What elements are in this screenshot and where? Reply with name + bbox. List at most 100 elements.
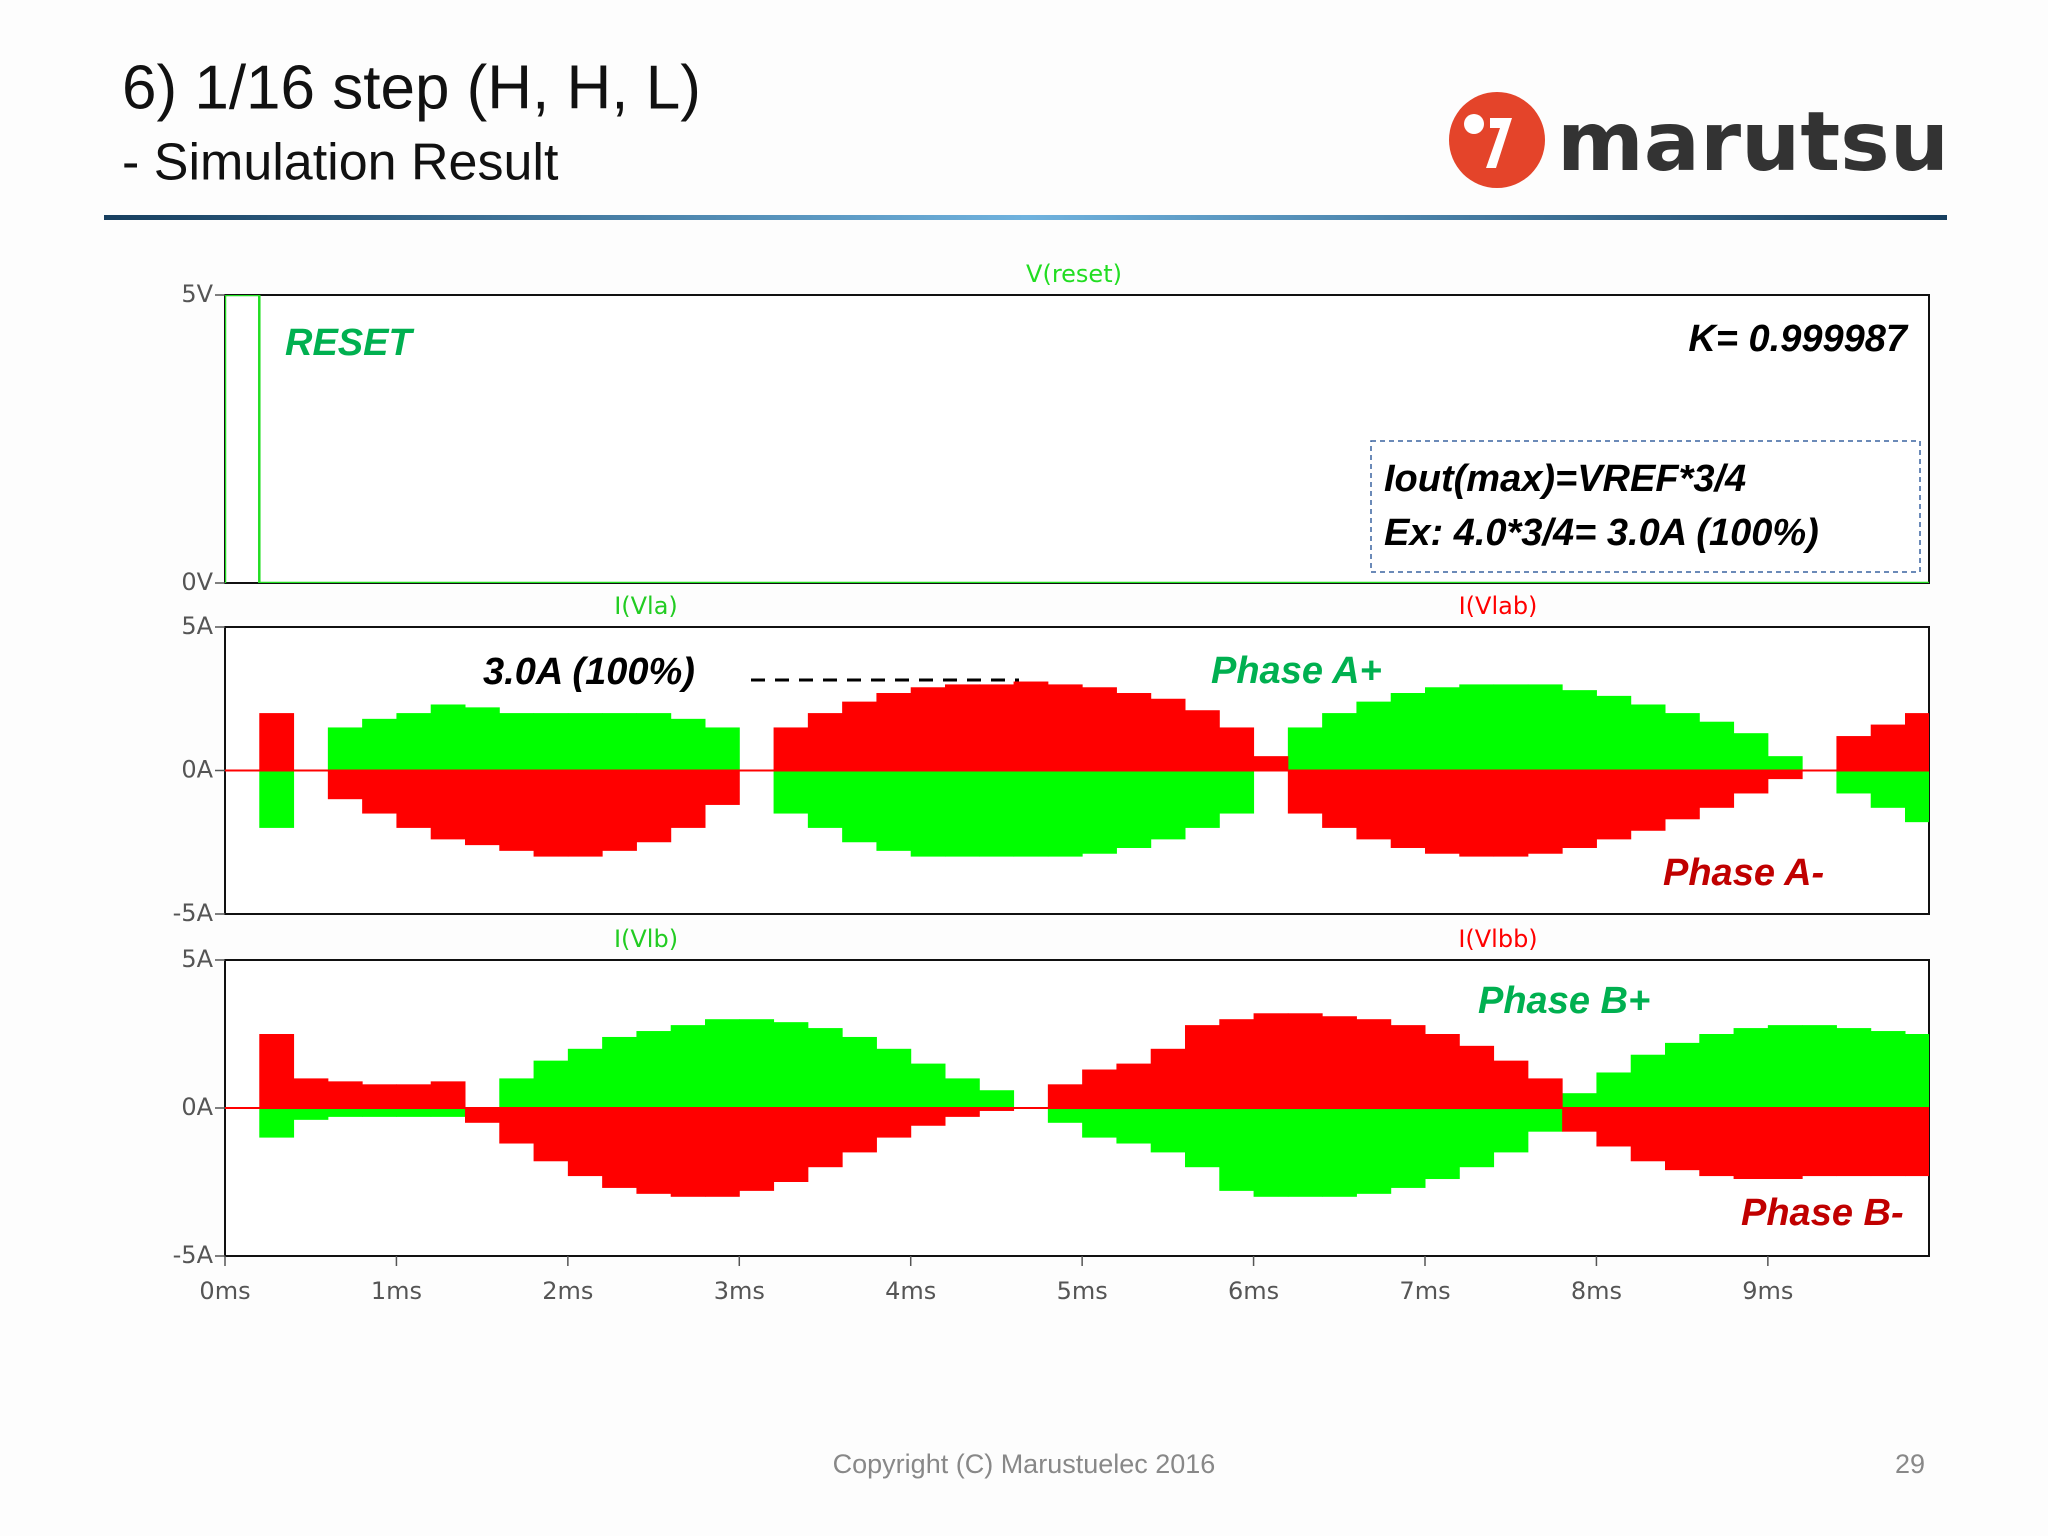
annotation: RESET (285, 322, 414, 364)
waveform-segment (876, 1108, 912, 1138)
waveform-segment (1527, 1108, 1563, 1132)
y-tick-label: -5A (173, 1241, 214, 1269)
waveform-segment (602, 770, 637, 851)
series-label: I(Vlb) (614, 925, 678, 953)
waveform-segment (396, 1084, 432, 1108)
waveform-segment (1219, 727, 1255, 771)
waveform-segment (1905, 1108, 1929, 1177)
plot-area (225, 681, 1929, 857)
waveform-segment (773, 1022, 809, 1108)
waveform-segment (773, 770, 809, 814)
waveform-segment (1767, 756, 1803, 771)
logo-text: marutsu (1557, 95, 1949, 190)
waveform-segment (499, 713, 535, 771)
waveform-segment (1425, 770, 1460, 854)
waveform-segment (499, 1108, 535, 1144)
waveform-segment (259, 713, 295, 771)
slide-title: 6) 1/16 step (H, H, L) (122, 53, 701, 122)
waveform-segment (1013, 770, 1049, 857)
waveform-segment (1836, 770, 1872, 794)
waveform-segment (362, 1108, 397, 1117)
waveform-segment (1527, 770, 1563, 854)
x-tick-label: 6ms (1228, 1277, 1279, 1305)
waveform-segment (1905, 770, 1929, 823)
y-tick-label: 5V (181, 280, 213, 308)
y-tick-label: 0V (181, 568, 213, 596)
waveform-segment (1287, 1108, 1323, 1197)
waveform-segment (1150, 1048, 1186, 1108)
waveform-segment (910, 1108, 946, 1126)
waveform-segment (1219, 1108, 1255, 1191)
waveform-segment (1459, 770, 1495, 857)
waveform-segment (807, 770, 843, 828)
waveform-segment (705, 727, 740, 771)
waveform-segment (979, 1090, 1015, 1108)
waveform-segment (1356, 701, 1392, 771)
annotation: Phase B- (1741, 1192, 1904, 1234)
waveform-segment (1733, 733, 1769, 771)
logo-dot (1464, 114, 1484, 134)
waveform-segment (1390, 770, 1426, 848)
waveform-segment (293, 1078, 329, 1108)
x-tick-label: 7ms (1399, 1277, 1450, 1305)
waveform-segment (1253, 1013, 1289, 1108)
waveform-segment (1665, 1042, 1700, 1108)
waveform-segment (979, 770, 1015, 857)
note-box (1370, 440, 1921, 573)
waveform-segment (1116, 770, 1152, 848)
waveform-segment (430, 1081, 466, 1108)
waveform-segment (327, 770, 363, 800)
waveform-segment (1870, 1108, 1906, 1177)
waveform-segment (1185, 1108, 1220, 1168)
waveform-segment (910, 687, 946, 771)
waveform-segment (1150, 770, 1186, 840)
waveform-segment (739, 1108, 775, 1191)
waveform-segment (1047, 770, 1083, 857)
waveform-segment (533, 1060, 569, 1108)
waveform-segment (1665, 770, 1700, 820)
waveform-segment (1836, 1108, 1872, 1177)
page-number: 29 (1895, 1449, 1925, 1479)
waveform-segment (1082, 770, 1117, 854)
waveform-segment (362, 718, 397, 771)
waveform-segment (362, 1084, 397, 1108)
waveform-segment (807, 1108, 843, 1168)
waveform-segment (945, 770, 980, 857)
x-tick-label: 0ms (199, 1277, 250, 1305)
waveform-segment (1767, 1108, 1803, 1180)
waveform-segment (636, 1031, 672, 1108)
waveform-segment (1905, 1034, 1929, 1108)
waveform-segment (1390, 1108, 1426, 1188)
waveform-segment (1356, 1108, 1392, 1194)
waveform-segment (1287, 1013, 1323, 1108)
waveform-segment (1733, 1108, 1769, 1180)
logo: marutsu (1449, 92, 1949, 190)
x-tick-label: 8ms (1571, 1277, 1622, 1305)
waveform-segment (1596, 770, 1632, 840)
waveform-segment (1116, 1063, 1152, 1108)
waveform-segment (259, 1034, 295, 1108)
waveform-segment (1527, 1078, 1563, 1108)
waveform-segment (842, 770, 877, 843)
waveform-segment (1493, 1060, 1529, 1108)
annotation: 3.0A (100%) (483, 651, 695, 693)
waveform-segment (533, 1108, 569, 1162)
waveform-segment (1870, 724, 1906, 771)
waveform-segment (1527, 684, 1563, 771)
waveform-segment (465, 707, 500, 771)
waveform-segment (705, 1108, 740, 1197)
waveform-segment (1665, 713, 1700, 771)
annotation: Iout(max)=VREF*3/4 (1384, 458, 1746, 500)
waveform-segment (1390, 693, 1426, 771)
series-label: V(reset) (1026, 260, 1122, 288)
waveform-segment (1047, 684, 1083, 771)
waveform-segment (1836, 1028, 1872, 1108)
waveform-segment (1699, 770, 1735, 808)
waveform-segment (1699, 1108, 1735, 1177)
series-label: I(Vlbb) (1458, 925, 1537, 953)
waveform-segment (567, 770, 603, 857)
waveform-segment (1459, 1045, 1495, 1108)
waveform-segment (945, 1078, 980, 1108)
waveform-segment (636, 1108, 672, 1194)
waveform-segment (1630, 1108, 1666, 1162)
